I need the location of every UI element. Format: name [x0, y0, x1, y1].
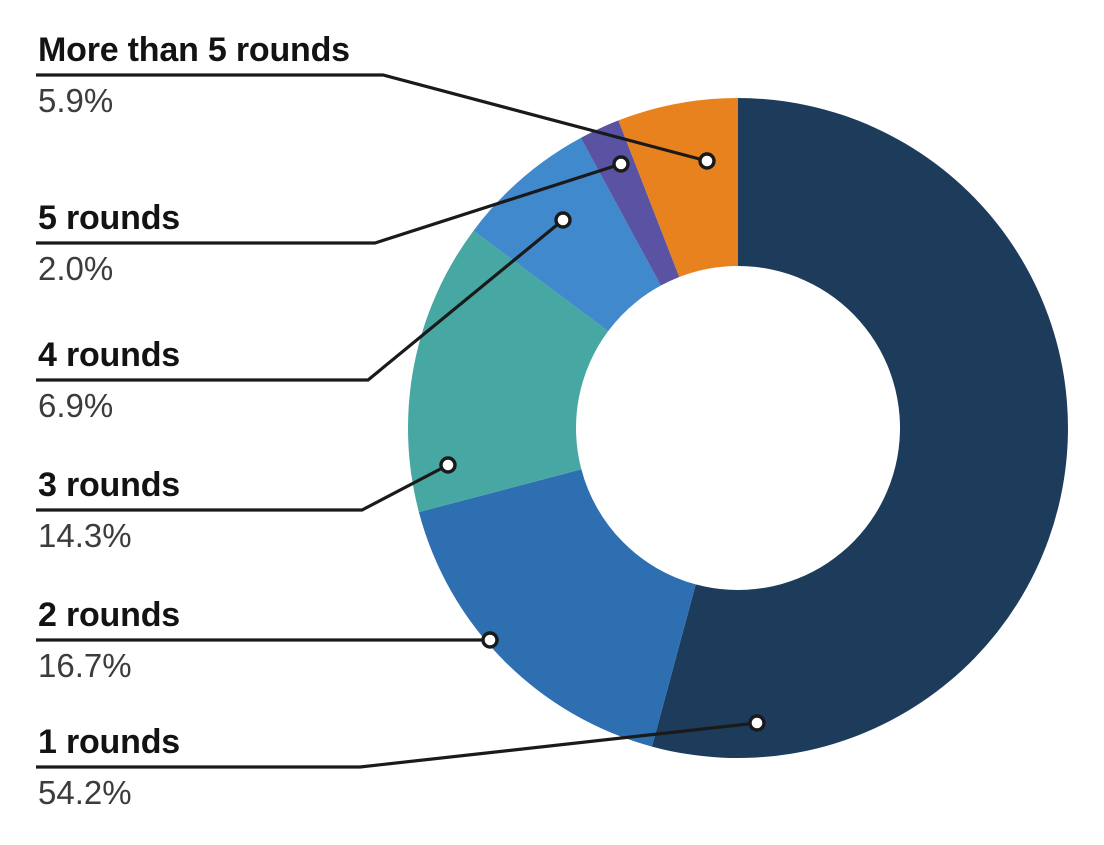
marker-dot-2-rounds [481, 631, 499, 649]
leader-line-3-rounds [36, 463, 449, 512]
leader-line-4-rounds [36, 218, 565, 382]
leader-line-5-rounds [36, 162, 622, 245]
slice-2-rounds [418, 469, 696, 747]
slice-4-rounds [473, 137, 661, 332]
marker-dot-more-than-5-rounds [698, 152, 716, 170]
marker-dot-4-rounds [554, 211, 572, 229]
slice-5-rounds [580, 120, 680, 286]
leader-line-more-than-5-rounds [36, 73, 708, 163]
leader-annotations [36, 73, 766, 769]
marker-dot-3-rounds [439, 456, 457, 474]
marker-dot-5-rounds [612, 155, 630, 173]
leader-line-1-rounds [36, 721, 758, 769]
slice-more-than-5-rounds [618, 98, 738, 277]
slice-3-rounds [408, 230, 609, 513]
donut-slices [408, 98, 1068, 758]
marker-dot-1-rounds [748, 714, 766, 732]
slice-1-rounds [651, 98, 1068, 758]
